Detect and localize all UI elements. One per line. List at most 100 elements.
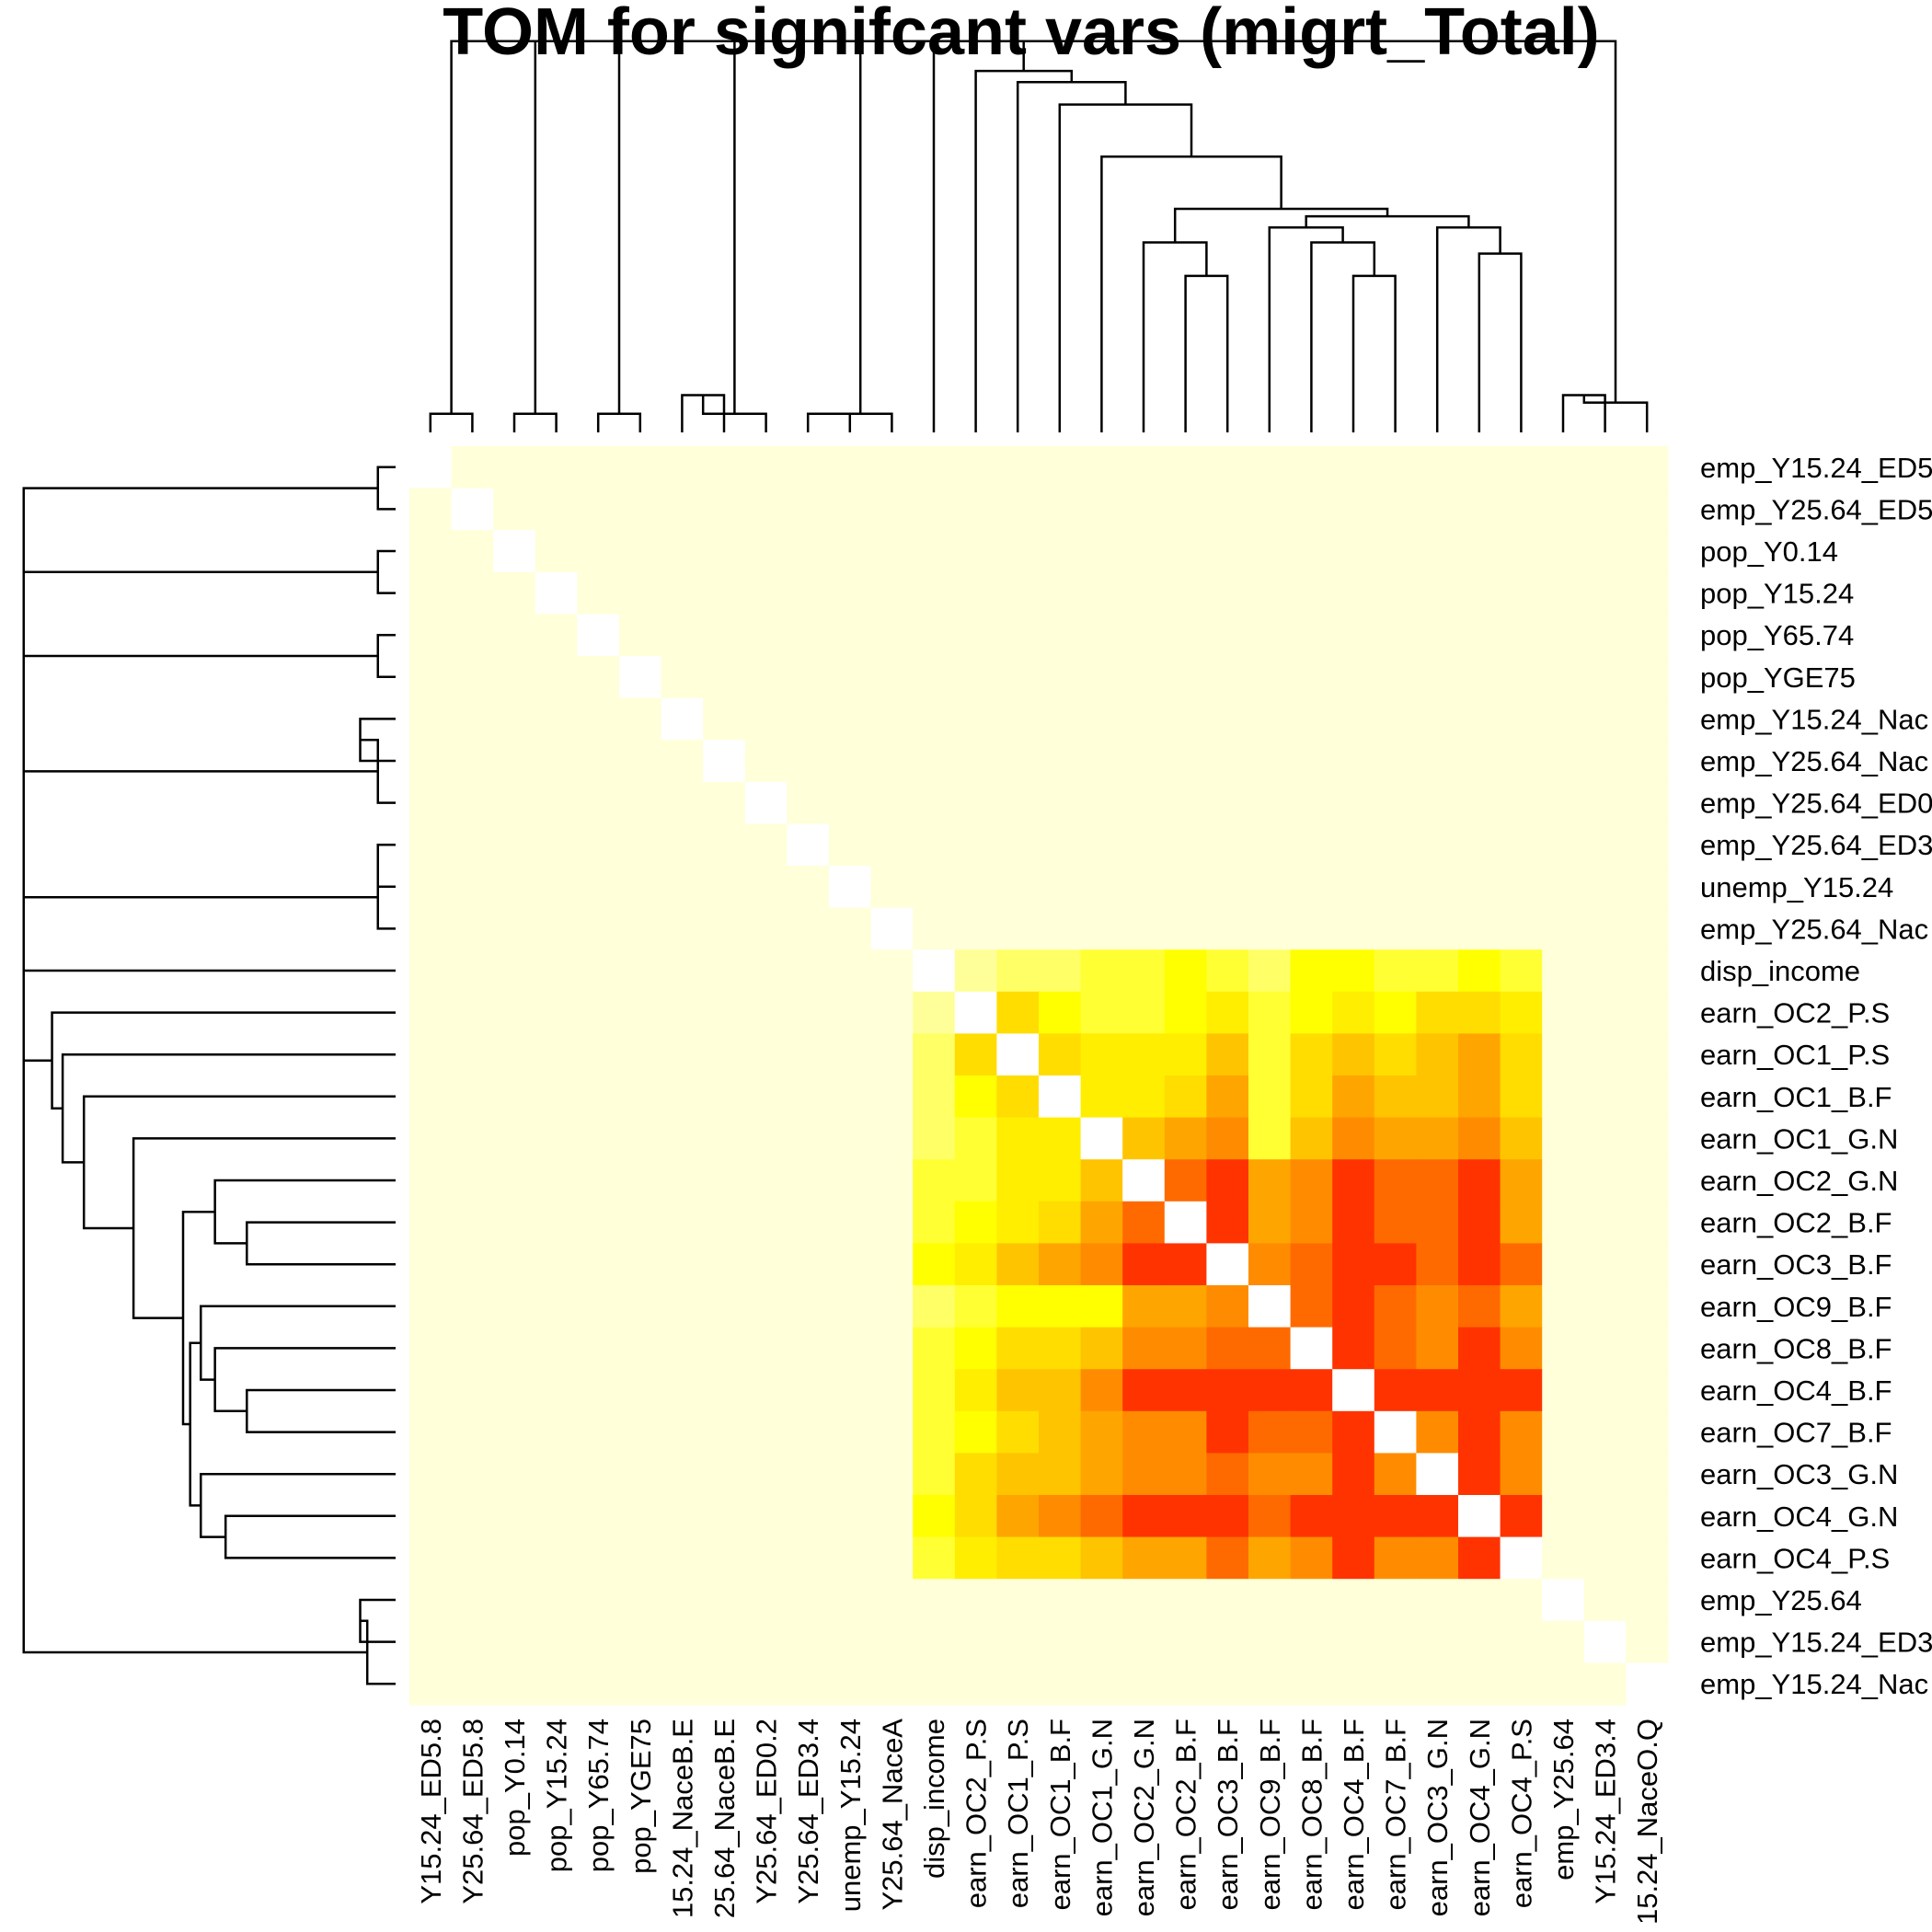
heatmap-cell <box>1416 530 1458 572</box>
heatmap-cell <box>619 1411 661 1454</box>
heatmap-cell <box>787 1159 829 1202</box>
heatmap-cell <box>535 446 578 489</box>
dendrogram-branch <box>201 1306 396 1380</box>
heatmap-cell <box>1501 1118 1543 1160</box>
heatmap-cell <box>955 530 997 572</box>
heatmap-cell <box>1081 1495 1123 1537</box>
heatmap-cell <box>577 656 619 698</box>
heatmap-cell <box>1039 1662 1081 1705</box>
heatmap-cell <box>829 1662 871 1705</box>
heatmap-cell <box>1374 1662 1417 1705</box>
heatmap-cell <box>996 740 1039 782</box>
heatmap-cell <box>871 1202 914 1244</box>
dendrogram-branch <box>1353 276 1396 432</box>
heatmap-cell <box>619 1202 661 1244</box>
heatmap-cell <box>1332 992 1374 1034</box>
heatmap-cell <box>1206 656 1248 698</box>
heatmap-cell <box>1542 908 1584 950</box>
heatmap-cell <box>871 1453 914 1495</box>
heatmap-cell <box>955 1033 997 1075</box>
heatmap-cell <box>1416 1118 1458 1160</box>
heatmap-cell <box>871 1118 914 1160</box>
heatmap-cell <box>1332 1537 1374 1580</box>
heatmap-cell <box>577 1579 619 1621</box>
heatmap-cell <box>871 1243 914 1285</box>
column-label: earn_OC1_G.N <box>1086 1719 1118 1916</box>
heatmap-cell <box>871 614 914 656</box>
heatmap-cell <box>745 1075 788 1118</box>
heatmap-cell <box>1458 1453 1501 1495</box>
heatmap-cell <box>1626 1621 1668 1663</box>
heatmap-cell <box>577 908 619 950</box>
heatmap-cell <box>452 1579 494 1621</box>
dendrogram-branch <box>190 1343 201 1506</box>
heatmap-cell <box>1206 1579 1248 1621</box>
heatmap-cell <box>913 1662 955 1705</box>
heatmap-cell <box>1122 489 1165 531</box>
heatmap-cell <box>996 698 1039 741</box>
heatmap-cell <box>1039 1369 1081 1411</box>
heatmap-cell <box>703 614 745 656</box>
heatmap-cell <box>1122 949 1165 992</box>
heatmap-cell <box>452 530 494 572</box>
heatmap-cell <box>1458 530 1501 572</box>
heatmap-cell <box>661 698 704 741</box>
heatmap-cell <box>703 1328 745 1370</box>
heatmap-cell <box>787 1662 829 1705</box>
heatmap-cell <box>1542 489 1584 531</box>
heatmap-cell <box>703 446 745 489</box>
heatmap-cell <box>577 949 619 992</box>
heatmap-cell <box>955 614 997 656</box>
heatmap-cell <box>1501 1328 1543 1370</box>
heatmap-cell <box>1332 823 1374 866</box>
heatmap-cell <box>452 1033 494 1075</box>
heatmap-cell <box>1416 572 1458 615</box>
heatmap-cell <box>745 489 788 531</box>
heatmap-cell <box>913 1033 955 1075</box>
heatmap-cell <box>577 1537 619 1580</box>
heatmap-cell <box>1039 1411 1081 1454</box>
heatmap-cell <box>1291 992 1333 1034</box>
heatmap-cell <box>1081 740 1123 782</box>
heatmap-cell <box>871 1075 914 1118</box>
heatmap-cell <box>452 1495 494 1537</box>
heatmap-cell <box>1122 1328 1165 1370</box>
column-label: earn_OC8_B.F <box>1295 1719 1328 1911</box>
dendrogram-branch <box>431 414 473 432</box>
heatmap-cell <box>1081 1285 1123 1328</box>
column-label: pop_Y15.24 <box>541 1719 573 1872</box>
heatmap-cell <box>955 949 997 992</box>
heatmap-cell <box>409 908 452 950</box>
heatmap-cell <box>996 1285 1039 1328</box>
heatmap-cell <box>1039 614 1081 656</box>
heatmap-cell <box>1458 446 1501 489</box>
heatmap-cell <box>829 1411 871 1454</box>
heatmap-cell <box>1248 1202 1291 1244</box>
column-label: earn_OC4_G.N <box>1464 1719 1496 1916</box>
row-label: emp_Y15.24_Nac <box>1700 703 1928 735</box>
heatmap-cell <box>493 1159 535 1202</box>
heatmap-cell <box>703 1075 745 1118</box>
heatmap-cell <box>1458 908 1501 950</box>
heatmap-cell <box>1374 1453 1417 1495</box>
heatmap-cell <box>1584 1075 1627 1118</box>
heatmap-cell <box>1081 866 1123 908</box>
heatmap-cell <box>493 1453 535 1495</box>
heatmap-cell <box>829 1369 871 1411</box>
heatmap-cell <box>1248 1118 1291 1160</box>
heatmap-cell <box>1206 1118 1248 1160</box>
dendrogram-branch <box>52 1013 396 1109</box>
heatmap-cell <box>1039 823 1081 866</box>
heatmap-cell <box>913 1453 955 1495</box>
heatmap-cell <box>1626 823 1668 866</box>
heatmap-cell <box>787 908 829 950</box>
dendrogram-branch <box>976 71 1072 432</box>
heatmap-cell <box>913 1118 955 1160</box>
heatmap-cell <box>871 1285 914 1328</box>
heatmap-cell <box>871 1328 914 1370</box>
heatmap-cell <box>1584 489 1627 531</box>
heatmap-cell <box>1165 1537 1207 1580</box>
heatmap-cell <box>1626 614 1668 656</box>
heatmap-cell <box>1206 740 1248 782</box>
heatmap-cell <box>1501 446 1543 489</box>
